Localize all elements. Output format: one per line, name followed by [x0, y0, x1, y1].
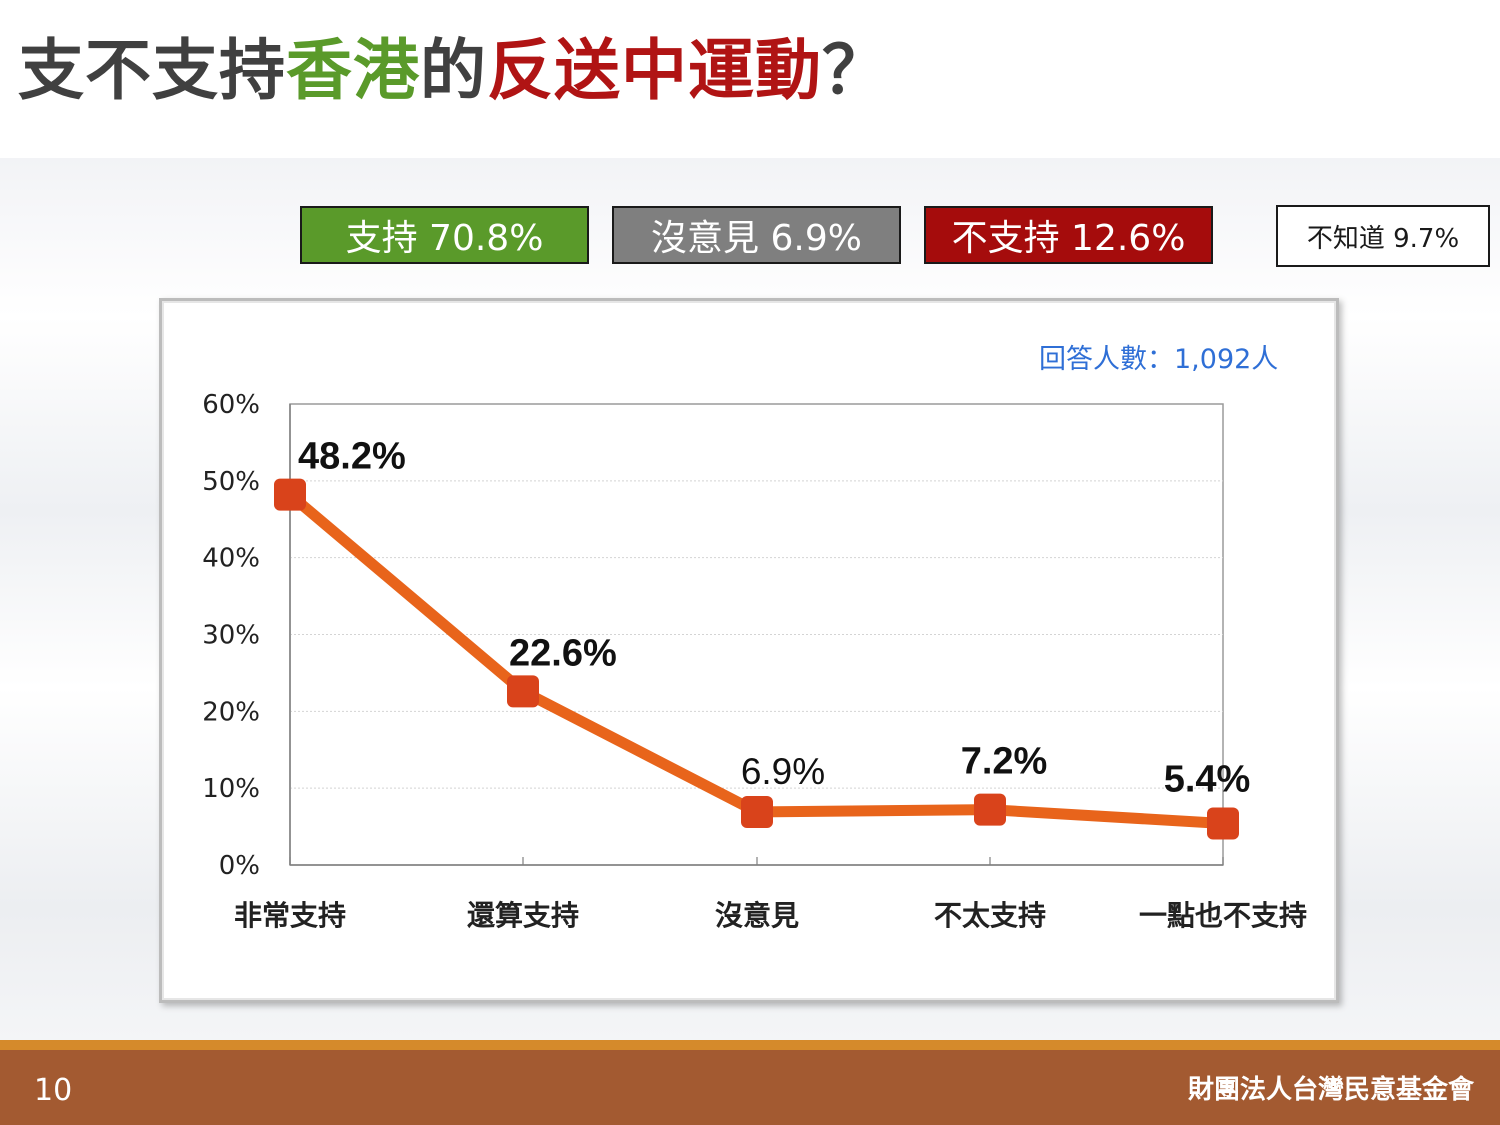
title-part-2: 的: [420, 32, 487, 109]
data-point-marker: [1207, 807, 1239, 840]
y-tick-label: 60%: [202, 390, 260, 420]
data-label: 5.4%: [1164, 759, 1251, 801]
y-tick-label: 50%: [202, 467, 260, 497]
y-tick-label: 40%: [202, 544, 260, 574]
title-part-4: ？: [822, 32, 889, 109]
x-tick-label: 還算支持: [467, 899, 579, 932]
x-tick-label: 一點也不支持: [1139, 899, 1307, 932]
x-tick-label: 非常支持: [234, 899, 346, 932]
title-part-1: 香港: [286, 32, 420, 109]
data-point-marker: [974, 793, 1006, 826]
data-label: 6.9%: [741, 751, 825, 792]
summary-neutral-box: 沒意見 6.9%: [612, 206, 901, 264]
x-tick-label: 沒意見: [715, 899, 799, 932]
organization-name: 財團法人台灣民意基金會: [1187, 1075, 1474, 1105]
summary-support-box: 支持 70.8%: [300, 206, 589, 264]
footer-stripe: [0, 1040, 1500, 1050]
summary-oppose-box: 不支持 12.6%: [924, 206, 1213, 264]
data-label: 48.2%: [298, 436, 406, 478]
title-part-3: 反送中運動: [487, 32, 822, 109]
data-point-marker: [274, 478, 306, 511]
x-tick-label: 不太支持: [934, 899, 1046, 932]
chart-panel: [159, 298, 1339, 1003]
y-tick-label: 10%: [202, 774, 260, 804]
y-tick-label: 20%: [202, 697, 260, 727]
y-tick-label: 0%: [219, 851, 260, 881]
y-tick-label: 30%: [202, 621, 260, 651]
data-label: 7.2%: [961, 741, 1048, 783]
summary-unknown-box: 不知道 9.7%: [1276, 205, 1490, 267]
title-part-0: 支不支持: [18, 32, 286, 109]
data-point-marker: [507, 675, 539, 708]
title-bar: [0, 0, 1500, 158]
page-number: 10: [34, 1073, 73, 1108]
respondent-count: 回答人數：1,092人: [1039, 344, 1279, 375]
data-point-marker: [741, 795, 773, 828]
data-label: 22.6%: [509, 632, 617, 674]
page-title: 支不支持香港的反送中運動？: [18, 38, 889, 104]
footer-bar: [0, 1050, 1500, 1125]
